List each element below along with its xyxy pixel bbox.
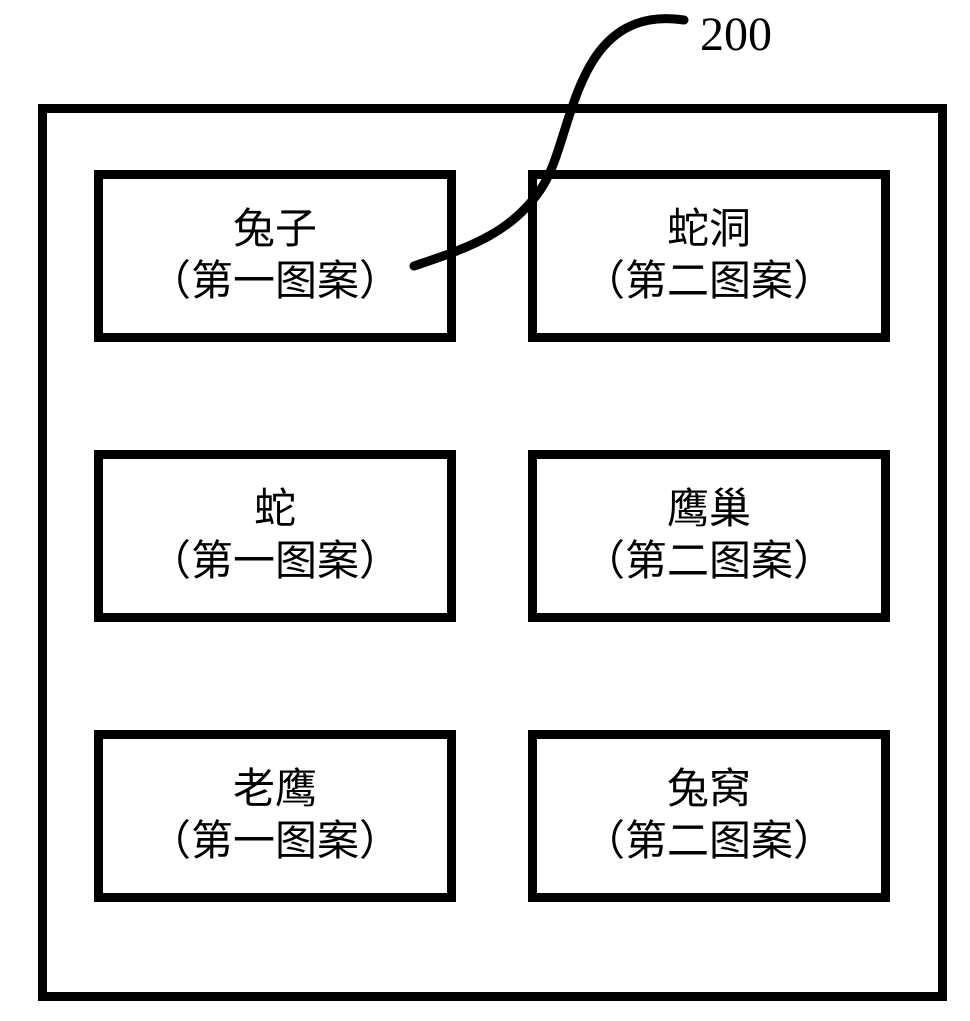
grid-cell: 蛇洞（第二图案） — [528, 170, 890, 342]
grid-cell: 兔窝（第二图案） — [528, 730, 890, 902]
cell-title: 兔子 — [233, 204, 317, 257]
cell-subtitle: （第二图案） — [583, 536, 835, 589]
grid-cell: 老鹰（第一图案） — [94, 730, 456, 902]
cell-title: 老鹰 — [233, 764, 317, 817]
figure-canvas: 200 兔子（第一图案）蛇洞（第二图案）蛇（第一图案）鹰巢（第二图案）老鹰（第一… — [0, 0, 970, 1021]
cell-title: 蛇 — [254, 484, 296, 537]
grid-cell: 兔子（第一图案） — [94, 170, 456, 342]
cell-subtitle: （第二图案） — [583, 816, 835, 869]
cell-title: 兔窝 — [667, 764, 751, 817]
grid-cell: 蛇（第一图案） — [94, 450, 456, 622]
cell-title: 鹰巢 — [667, 484, 751, 537]
cell-title: 蛇洞 — [667, 204, 751, 257]
grid-cell: 鹰巢（第二图案） — [528, 450, 890, 622]
cell-subtitle: （第一图案） — [149, 256, 401, 309]
cell-subtitle: （第一图案） — [149, 816, 401, 869]
cell-subtitle: （第二图案） — [583, 256, 835, 309]
cell-subtitle: （第一图案） — [149, 536, 401, 589]
reference-number-label: 200 — [700, 7, 772, 62]
